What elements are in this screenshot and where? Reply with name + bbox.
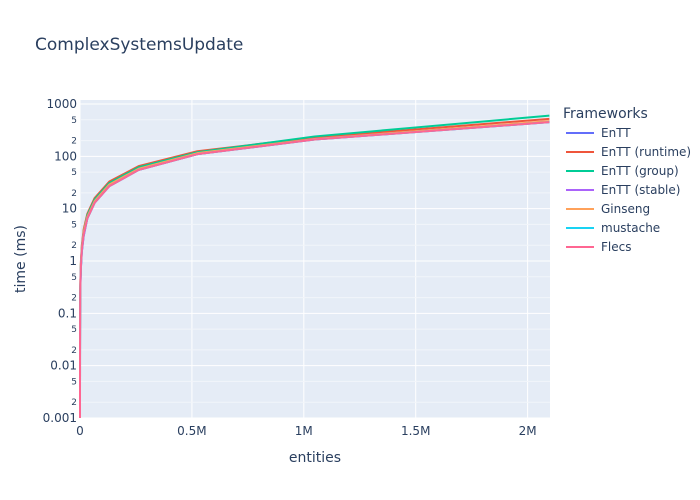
x-tick-label: 1M <box>295 424 313 438</box>
y-minor-tick-label: 2 <box>71 137 77 147</box>
legend-item-entt-group[interactable]: EnTT (group) <box>601 164 679 178</box>
x-tick-label: 0.5M <box>177 424 206 438</box>
y-tick-label: 100 <box>54 149 77 163</box>
y-minor-tick-label: 5 <box>71 377 77 387</box>
series-line-flecs <box>79 121 550 418</box>
y-minor-tick-label: 2 <box>71 398 77 408</box>
legend-item-entt-runtime[interactable]: EnTT (runtime) <box>601 145 691 159</box>
x-tick-label: 1.5M <box>401 424 430 438</box>
x-tick-label: 0 <box>76 424 84 438</box>
legend-item-flecs[interactable]: Flecs <box>601 240 631 254</box>
y-tick-label: 0.1 <box>58 306 77 320</box>
y-tick-label: 0.001 <box>43 411 77 425</box>
y-tick-label: 1 <box>69 254 77 268</box>
legend-item-mustache[interactable]: mustache <box>601 221 660 235</box>
y-minor-tick-label: 5 <box>71 325 77 335</box>
y-tick-label: 10 <box>62 202 77 216</box>
y-minor-tick-label: 5 <box>71 168 77 178</box>
x-axis-title: entities <box>289 450 341 466</box>
series-lines <box>79 114 550 418</box>
y-minor-tick-label: 2 <box>71 294 77 304</box>
legend: Frameworks EnTT EnTT (runtime) EnTT (group… <box>563 106 691 254</box>
grid <box>79 100 550 419</box>
y-minor-tick-label: 5 <box>71 116 77 126</box>
y-tick-label: 1000 <box>46 97 77 111</box>
x-tick-label: 2M <box>519 424 537 438</box>
legend-item-ginseng[interactable]: Ginseng <box>601 202 650 216</box>
y-minor-tick-label: 5 <box>71 220 77 230</box>
legend-item-entt-stable[interactable]: EnTT (stable) <box>601 183 680 197</box>
y-minor-tick-label: 2 <box>71 241 77 251</box>
legend-title: Frameworks <box>563 106 648 122</box>
y-minor-tick-label: 5 <box>71 273 77 283</box>
y-minor-tick-label: 2 <box>71 189 77 199</box>
legend-item-entt[interactable]: EnTT <box>601 126 631 140</box>
x-axis-ticks: 0 0.5M 1M 1.5M 2M <box>76 424 536 438</box>
y-axis-ticks: 2 5 2 5 2 5 2 5 2 5 2 5 0.001 0.01 0.1 1 10 100 1000 <box>43 97 77 425</box>
y-axis-title: time (ms) <box>13 225 29 293</box>
y-tick-label: 0.01 <box>50 359 77 373</box>
plot-background <box>80 100 550 418</box>
chart-title: ComplexSystemsUpdate <box>35 35 243 55</box>
y-minor-tick-label: 2 <box>71 346 77 356</box>
